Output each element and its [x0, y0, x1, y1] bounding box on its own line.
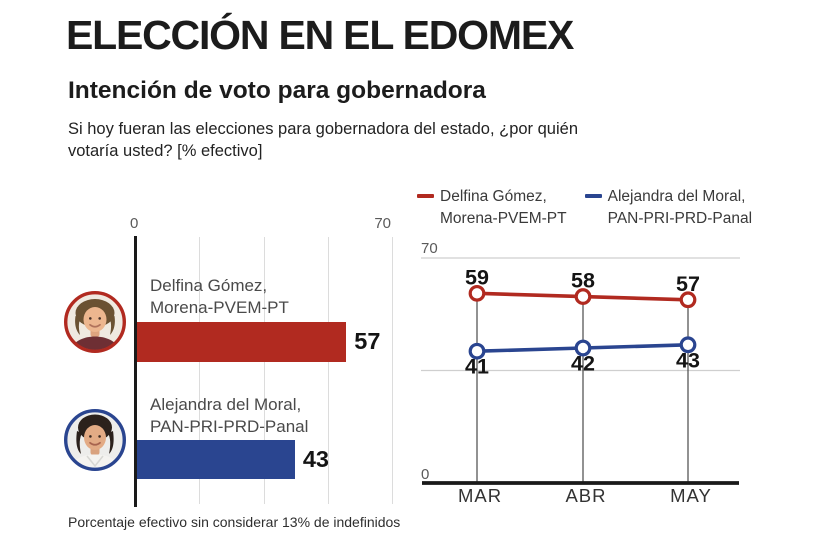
legend-candidate-party: PAN-PRI-PRD-Panal — [607, 210, 753, 227]
data-point-marker — [679, 291, 697, 309]
survey-question: Si hoy fueran las elecciones para gobern… — [68, 118, 578, 162]
line-axis-tick-max: 70 — [421, 240, 438, 257]
bar-value-label: 57 — [354, 327, 381, 354]
legend-candidate-party: Morena-PVEM-PT — [440, 210, 567, 227]
bar-gridline — [199, 237, 201, 504]
bar-axis-tick-max: 70 — [374, 215, 391, 232]
bar — [137, 322, 347, 362]
bar-gridline — [263, 237, 265, 504]
legend-dash-blue-icon — [584, 194, 602, 198]
bar-candidate-label: Delfina Gómez, Morena-PVEM-PT — [150, 276, 289, 317]
legend-candidate-name: Alejandra del Moral, — [607, 188, 746, 205]
delfina-portrait-icon — [64, 291, 126, 353]
alejandra-portrait-icon — [64, 409, 126, 471]
data-point-marker — [468, 284, 486, 302]
survey-question-line1: Si hoy fueran las elecciones para gobern… — [68, 120, 579, 138]
data-point-marker — [574, 288, 592, 305]
x-axis-month-label: MAR — [458, 485, 502, 506]
bar-value-label: 43 — [302, 445, 329, 472]
data-point-label: 43 — [676, 348, 700, 372]
line-chart: 59 58 57 41 42 43 70 0 MAR ABR MAY — [421, 240, 740, 506]
bar-gridline — [327, 237, 329, 504]
bar — [137, 440, 295, 479]
data-point-marker — [574, 339, 592, 357]
x-axis-month-label: ABR — [565, 485, 606, 506]
data-point-label: 41 — [465, 355, 489, 379]
legend: Delfina Gómez, Morena-PVEM-PT Alejandra … — [417, 186, 752, 230]
bar-axis-line — [134, 236, 137, 507]
legend-candidate-name: Delfina Gómez, — [440, 188, 547, 205]
bar-chart: 0 70 Delfina Gómez, Morena-PVEM-PT 57 Aleja… — [130, 215, 393, 507]
avatar-delfina — [63, 290, 127, 354]
data-point-label: 57 — [676, 272, 700, 296]
data-point-label: 42 — [571, 352, 595, 376]
bar-candidate-label: Alejandra del Moral, PAN-PRI-PRD-Panal — [150, 395, 309, 436]
legend-item-delfina: Delfina Gómez, Morena-PVEM-PT — [417, 186, 567, 230]
legend-item-alejandra: Alejandra del Moral, PAN-PRI-PRD-Panal — [584, 186, 752, 230]
data-point-marker — [468, 342, 486, 360]
line-axis-tick-min: 0 — [421, 466, 429, 483]
data-point-label: 58 — [571, 269, 595, 293]
survey-question-line2: votaría usted? [% efectivo] — [68, 142, 263, 161]
avatar-ring — [64, 409, 126, 471]
footnote: Porcentaje efectivo sin considerar 13% d… — [68, 514, 401, 530]
subtitle: Intención de voto para gobernadora — [68, 77, 486, 104]
bar-axis-tick-min: 0 — [130, 215, 139, 232]
legend-label: Alejandra del Moral, PAN-PRI-PRD-Panal — [608, 186, 752, 230]
legend-label: Delfina Gómez, Morena-PVEM-PT — [440, 186, 567, 230]
x-axis-month-label: MAY — [670, 485, 712, 506]
avatar-ring — [64, 291, 126, 353]
data-point-label: 59 — [465, 265, 489, 289]
data-point-marker — [679, 336, 697, 354]
page-title: ELECCIÓN EN EL EDOMEX — [66, 12, 574, 58]
legend-dash-red-icon — [417, 194, 434, 198]
bar-gridline — [392, 237, 393, 504]
avatar-alejandra — [63, 408, 127, 472]
